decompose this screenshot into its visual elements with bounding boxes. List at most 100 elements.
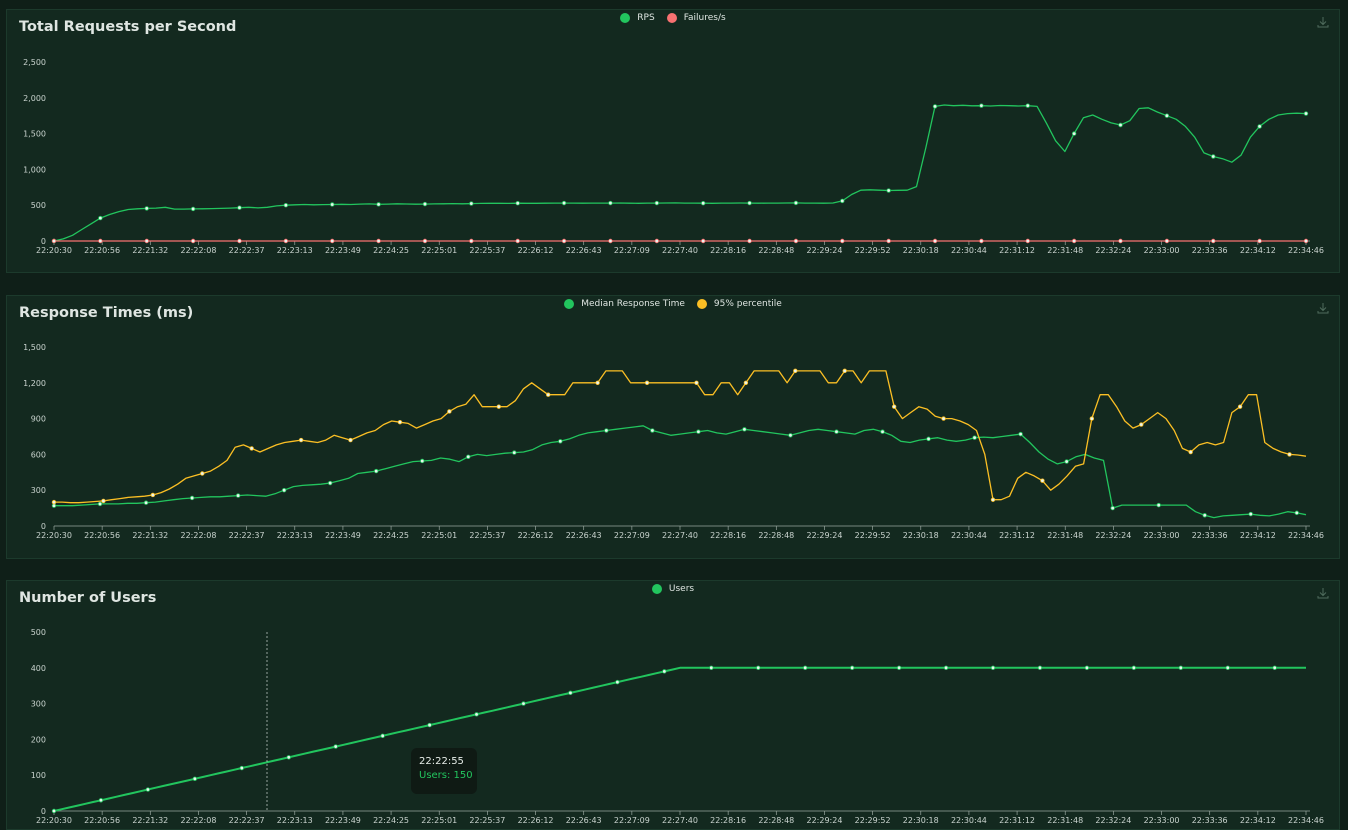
data-point [654,200,660,206]
x-tick-label: 22:26:43 [566,531,602,540]
download-icon[interactable] [1317,587,1329,599]
y-tick-label: 900 [31,415,46,424]
data-point [743,380,749,385]
data-point [515,200,520,206]
data-point [979,103,984,108]
x-tick-label: 22:27:09 [614,531,650,540]
download-icon[interactable] [1317,302,1329,314]
download-icon[interactable] [1317,16,1329,28]
legend-item-median[interactable]: Median Response Time [564,299,685,309]
legend-marker [651,584,662,594]
y-tick-label: 2,000 [23,94,46,103]
data-point [615,679,620,685]
data-point [1018,431,1023,437]
data-point [521,701,526,706]
x-tick-label: 22:26:43 [566,816,602,825]
data-point [515,238,520,244]
data-point [1064,459,1069,464]
series-line-rps [53,104,1307,242]
x-tick-label: 22:31:12 [999,531,1035,540]
y-tick-label: 0 [41,522,46,531]
data-point [281,488,287,493]
data-point [98,238,103,244]
legend-label: Median Response Time [581,299,685,309]
data-point [1037,665,1043,670]
data-point [376,238,381,244]
x-tick-label: 22:27:40 [662,531,698,540]
x-tick-label: 22:25:37 [469,816,505,825]
data-point [51,238,57,244]
data-point [51,808,57,814]
data-point [793,200,799,206]
x-tick-label: 22:33:36 [1192,816,1228,825]
data-point [469,201,474,206]
data-point [237,238,242,244]
x-tick-label: 22:32:24 [1095,246,1131,255]
data-point [97,501,103,507]
x-tick-label: 22:30:44 [951,246,987,255]
x-tick-label: 22:32:24 [1095,816,1131,825]
data-point [842,368,847,374]
x-tick-label: 22:26:12 [518,246,554,255]
x-tick-label: 22:23:49 [325,816,361,825]
x-tick-label: 22:27:40 [662,246,698,255]
data-point [943,665,949,670]
data-point [1202,513,1207,518]
data-point [1084,665,1090,670]
x-tick-label: 22:27:09 [614,246,650,255]
series-line-median-response-time [54,425,1307,519]
data-point [1287,452,1292,457]
x-tick-label: 22:28:48 [758,531,794,540]
data-point [788,433,793,438]
x-tick-label: 22:20:30 [36,531,72,540]
x-tick-label: 22:29:24 [806,246,842,255]
data-point [793,368,798,374]
data-point [803,665,808,670]
data-point [1110,505,1115,511]
y-tick-label: 100 [31,771,46,780]
data-point [249,446,254,451]
data-point [840,198,845,204]
data-point [926,436,931,442]
legend-item-users[interactable]: Users [651,584,695,594]
data-point [190,206,196,212]
x-tick-label: 22:22:08 [180,531,216,540]
legend-item-rps[interactable]: RPS [620,13,655,23]
data-point [1303,238,1309,244]
data-point [1118,122,1123,128]
data-point [1178,665,1183,670]
x-tick-label: 22:34:46 [1288,531,1324,540]
data-point [1156,502,1161,508]
data-point [98,798,104,803]
data-point [880,429,885,434]
y-tick-label: 600 [31,450,46,459]
data-point [101,498,106,504]
data-point [333,744,338,749]
x-tick-label: 22:33:36 [1192,531,1228,540]
chart-legend: RPS Failures/s [7,13,1339,23]
x-tick-label: 22:23:49 [325,246,361,255]
x-tick-label: 22:24:25 [373,816,409,825]
legend-item-p95[interactable]: 95% percentile [696,299,782,309]
x-tick-label: 22:29:24 [806,816,842,825]
y-tick-label: 500 [31,628,46,637]
data-point [1118,238,1123,244]
data-point [1211,238,1216,244]
x-tick-label: 22:20:30 [36,246,72,255]
data-point [972,435,977,440]
chart-legend: Median Response Time 95% percentile [7,299,1339,309]
data-point [662,669,667,674]
x-tick-label: 22:34:12 [1240,816,1276,825]
data-point [474,712,479,717]
data-point [1071,131,1077,136]
data-point [397,419,403,425]
legend-item-failures[interactable]: Failures/s [666,13,726,23]
data-point [348,437,353,443]
data-point [237,205,242,210]
x-tick-label: 22:33:00 [1144,246,1180,255]
x-tick-label: 22:20:56 [84,246,120,255]
x-tick-label: 22:28:16 [710,246,746,255]
legend-label: Users [668,584,695,594]
data-point [1272,665,1277,670]
